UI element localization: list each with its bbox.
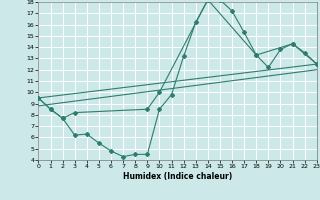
X-axis label: Humidex (Indice chaleur): Humidex (Indice chaleur) [123, 172, 232, 181]
